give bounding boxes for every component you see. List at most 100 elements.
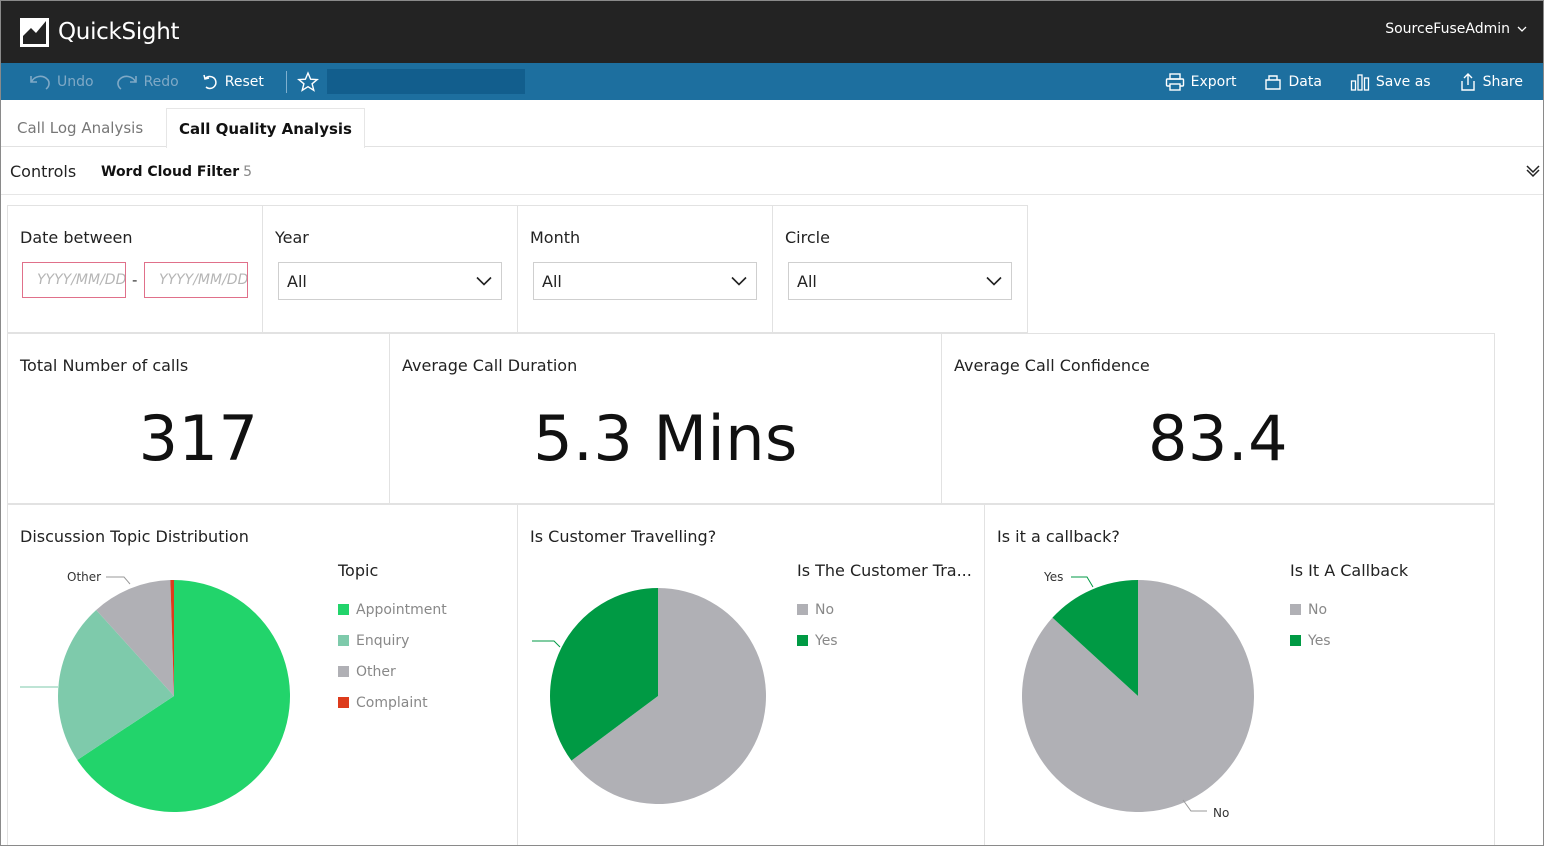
tab-call-log-analysis[interactable]: Call Log Analysis xyxy=(17,118,144,137)
save-as-button[interactable]: Save as xyxy=(1350,63,1431,100)
kpi-label: Average Call Duration xyxy=(402,356,578,375)
legend-item-yes[interactable]: Yes xyxy=(1290,625,1408,656)
callout-no: No xyxy=(1213,806,1230,820)
data-label: Data xyxy=(1288,73,1322,90)
legend-item-yes[interactable]: Yes xyxy=(797,625,972,656)
legend-label: Enquiry xyxy=(356,632,410,649)
pie-slices xyxy=(58,580,290,812)
reset-label: Reset xyxy=(224,73,264,90)
star-icon xyxy=(296,70,319,92)
kpi-value: 317 xyxy=(138,402,259,475)
undo-icon xyxy=(30,75,50,90)
circle-value: All xyxy=(797,272,817,291)
kpi-label: Total Number of calls xyxy=(20,356,189,375)
favorite-button[interactable] xyxy=(296,63,319,100)
pie-slice-no[interactable] xyxy=(571,588,766,804)
month-label: Month xyxy=(530,228,581,247)
top-bar: QuickSight SourceFuseAdmin xyxy=(1,1,1543,63)
pie-slices xyxy=(1022,580,1254,812)
date-between-control: Date between YYYY/MM/DD - YYYY/MM/DD xyxy=(7,205,263,333)
redo-label: Redo xyxy=(143,73,179,90)
callback-pie-chart[interactable] xyxy=(985,505,1495,846)
date-to-input[interactable]: YYYY/MM/DD xyxy=(144,262,248,298)
legend-label: Yes xyxy=(815,632,838,649)
filter-count: 5 xyxy=(243,164,253,180)
legend-swatch xyxy=(1290,604,1301,615)
kpi-average-call-confidence[interactable]: Average Call Confidence 83.4 xyxy=(941,333,1495,504)
month-control: Month All xyxy=(517,205,773,333)
analysis-title-field[interactable] xyxy=(326,69,525,94)
date-between-label: Date between xyxy=(20,228,133,247)
legend-label: Appointment xyxy=(356,601,447,618)
legend-item-enquiry[interactable]: Enquiry xyxy=(338,625,447,656)
callback-legend: Is It A Callback No Yes xyxy=(1290,561,1408,656)
printer-icon xyxy=(1165,72,1184,91)
share-label: Share xyxy=(1482,73,1523,90)
legend-item-other[interactable]: Other xyxy=(338,656,447,687)
date-from-input[interactable]: YYYY/MM/DD xyxy=(22,262,126,298)
year-select[interactable]: All xyxy=(278,262,502,300)
callout-other: Other xyxy=(67,570,102,584)
database-icon xyxy=(1265,74,1282,90)
share-button[interactable]: Share xyxy=(1459,63,1523,100)
topic-pie-chart[interactable] xyxy=(8,505,518,846)
toolbar: Undo Redo Reset Export Data xyxy=(1,63,1543,100)
data-button[interactable]: Data xyxy=(1264,63,1322,100)
legend-item-appointment[interactable]: Appointment xyxy=(338,594,447,625)
legend-item-no[interactable]: No xyxy=(1290,594,1408,625)
legend-title: Is The Customer Tra... xyxy=(797,561,972,580)
export-button[interactable]: Export xyxy=(1165,63,1236,100)
legend-label: Other xyxy=(356,663,396,680)
legend-title: Topic xyxy=(338,561,379,580)
pie-slice-other[interactable] xyxy=(96,580,174,696)
yes-callout-line xyxy=(1071,576,1094,588)
user-menu[interactable]: SourceFuseAdmin xyxy=(1385,21,1527,37)
legend-swatch xyxy=(338,697,349,708)
legend-swatch xyxy=(338,635,349,646)
pie-slice-complaint[interactable] xyxy=(170,580,174,696)
chevron-down-icon xyxy=(731,276,747,286)
user-name: SourceFuseAdmin xyxy=(1385,21,1510,37)
undo-label: Undo xyxy=(57,73,94,90)
redo-button[interactable]: Redo xyxy=(116,63,179,100)
pie-slice-yes[interactable] xyxy=(1052,580,1138,696)
kpi-average-call-duration[interactable]: Average Call Duration 5.3 Mins xyxy=(389,333,942,504)
save-as-label: Save as xyxy=(1375,73,1431,90)
pie-slice-enquiry[interactable] xyxy=(58,609,174,760)
no-callout-line xyxy=(1182,799,1207,812)
undo-button[interactable]: Undo xyxy=(29,63,94,100)
travelling-pie-chart[interactable] xyxy=(518,505,985,846)
is-it-a-callback-visual[interactable]: Is it a callback? Yes No Is It A Callbac… xyxy=(984,504,1495,846)
chart-title: Is it a callback? xyxy=(997,527,1120,546)
year-label: Year xyxy=(275,228,309,247)
tab-call-quality-analysis[interactable]: Call Quality Analysis xyxy=(166,108,365,148)
pie-slices xyxy=(550,588,766,804)
word-cloud-filter-control[interactable]: Word Cloud Filter 5 xyxy=(101,164,252,180)
chevron-down-icon xyxy=(986,276,1002,286)
legend-label: No xyxy=(815,601,835,618)
kpi-value: 5.3 Mins xyxy=(533,402,798,475)
legend-swatch xyxy=(338,666,349,677)
reset-button[interactable]: Reset xyxy=(201,63,264,100)
controls-label: Controls xyxy=(10,162,77,181)
date-separator: - xyxy=(132,271,138,289)
kpi-label: Average Call Confidence xyxy=(954,356,1150,375)
circle-select[interactable]: All xyxy=(788,262,1012,300)
is-customer-travelling-visual[interactable]: Is Customer Travelling? Is The Customer … xyxy=(517,504,985,846)
month-select[interactable]: All xyxy=(533,262,757,300)
discussion-topic-distribution-visual[interactable]: Discussion Topic Distribution Other Topi… xyxy=(7,504,518,846)
kpi-total-calls[interactable]: Total Number of calls 317 xyxy=(7,333,390,504)
filter-name: Word Cloud Filter xyxy=(101,164,240,180)
collapse-controls-icon[interactable] xyxy=(1525,164,1541,178)
legend-item-complaint[interactable]: Complaint xyxy=(338,687,447,718)
legend-item-no[interactable]: No xyxy=(797,594,972,625)
quicksight-logo[interactable]: QuickSight xyxy=(20,17,180,47)
share-icon xyxy=(1460,72,1475,91)
legend-title: Is It A Callback xyxy=(1290,561,1409,580)
reset-icon xyxy=(203,74,217,89)
pie-slice-appointment[interactable] xyxy=(77,580,290,812)
controls-bar: Controls Word Cloud Filter 5 xyxy=(1,148,1543,195)
toolbar-divider xyxy=(285,70,287,93)
pie-slice-yes[interactable] xyxy=(550,588,658,761)
